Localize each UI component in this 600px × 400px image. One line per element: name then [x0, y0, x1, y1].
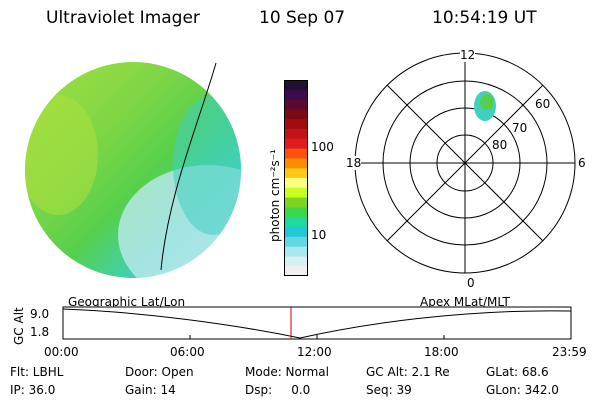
- colorbar-segment: [284, 89, 308, 101]
- mlt-label-0: 0: [467, 276, 475, 290]
- pale-region: [118, 165, 241, 278]
- colorbar-segment: [284, 236, 308, 248]
- glon-info: GLon: 342.0: [486, 383, 559, 397]
- colorbar-segment: [284, 178, 308, 189]
- mlt-label-6: 6: [578, 156, 586, 170]
- aurora-spot-inner: [480, 94, 494, 110]
- colorbar-segment: [284, 187, 308, 199]
- colorbar-tick-10: 10: [311, 228, 327, 242]
- colorbar-segment: [284, 168, 308, 179]
- colorbar-frame: [284, 80, 308, 276]
- date-label: 10 Sep 07: [259, 8, 346, 28]
- y-tick-9: 9.0: [30, 307, 50, 321]
- x-tick-0600: 06:00: [170, 345, 205, 359]
- lat-label-70: 70: [512, 121, 528, 135]
- door-info: Door: Open: [125, 365, 194, 379]
- gcalt-info: GC Alt: 2.1 Re: [366, 365, 450, 379]
- apex-label: Apex MLat/MLT: [420, 295, 510, 309]
- colorbar-segment: [284, 256, 308, 267]
- diag-2: [386, 84, 544, 242]
- lat-label-80: 80: [492, 138, 508, 152]
- time-label: 10:54:19 UT: [432, 8, 537, 28]
- x-tick-2359: 23:59: [552, 345, 587, 359]
- y-tick-1.8: 1.8: [30, 325, 50, 339]
- x-tick-1200: 12:00: [297, 345, 332, 359]
- colorbar-segment: [284, 217, 308, 228]
- colorbar-segment: [284, 227, 308, 238]
- colorbar: [284, 80, 308, 276]
- colorbar-segment: [284, 266, 308, 276]
- colorbar-segment: [284, 99, 308, 110]
- colorbar-segment: [284, 109, 308, 120]
- polar-plot: [354, 52, 576, 274]
- earth-disk-image: [25, 62, 241, 278]
- colorbar-segment: [284, 207, 308, 218]
- lat-label-60: 60: [535, 97, 551, 111]
- mlt-label-18: 18: [346, 156, 362, 170]
- altitude-curve: [62, 308, 572, 339]
- altitude-plot: [62, 306, 572, 340]
- timeline-axis-label: GC Alt: [12, 307, 26, 345]
- colorbar-segment: [284, 197, 308, 208]
- colorbar-segment: [284, 246, 308, 257]
- yellowgreen-region: [25, 95, 98, 215]
- dsp-info: Dsp: 0.0: [245, 383, 311, 397]
- gain-info: Gain: 14: [125, 383, 176, 397]
- colorbar-segment: [284, 80, 308, 91]
- colorbar-segment: [284, 119, 308, 130]
- ip-info: IP: 36.0: [10, 383, 56, 397]
- colorbar-segment: [284, 138, 308, 150]
- geo-label: Geographic Lat/Lon: [68, 295, 186, 309]
- flt-info: Flt: LBHL: [10, 365, 64, 379]
- colorbar-segment: [284, 158, 308, 169]
- x-tick-0000: 00:00: [44, 345, 79, 359]
- mlt-label-12: 12: [460, 48, 476, 62]
- colorbar-segment: [284, 129, 308, 140]
- instrument-title: Ultraviolet Imager: [46, 8, 200, 28]
- cyan-region: [173, 95, 241, 235]
- colorbar-tick-100: 100: [311, 140, 334, 154]
- mode-info: Mode: Normal: [245, 365, 329, 379]
- terminator-line: [160, 62, 217, 271]
- seq-info: Seq: 39: [366, 383, 412, 397]
- colorbar-segment: [284, 148, 308, 159]
- x-tick-1800: 18:00: [424, 345, 459, 359]
- colorbar-unit-label: photon cm⁻²s⁻¹: [268, 149, 282, 242]
- glat-info: GLat: 68.6: [486, 365, 549, 379]
